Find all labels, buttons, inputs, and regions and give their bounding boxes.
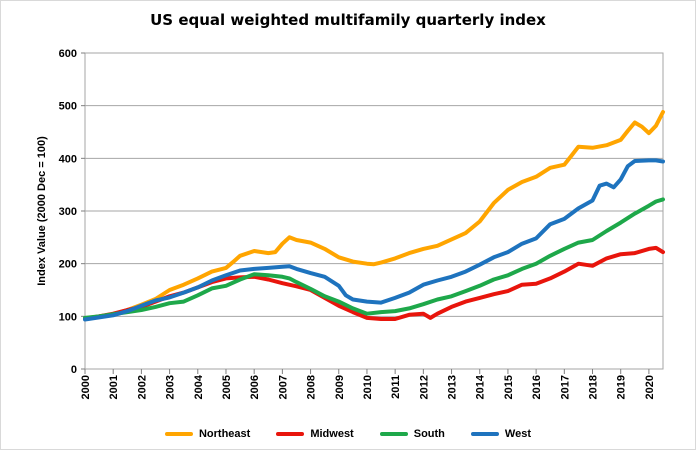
series-line-south bbox=[83, 197, 665, 320]
x-tick-label: 2007 bbox=[277, 375, 289, 399]
y-tick-label: 600 bbox=[59, 48, 77, 60]
x-tick-label: 2020 bbox=[644, 375, 656, 399]
x-tick-label: 2011 bbox=[390, 375, 402, 399]
chart-title: US equal weighted multifamily quarterly … bbox=[150, 11, 546, 29]
legend-swatch bbox=[379, 432, 408, 436]
axis-layer: 0 100 200 300 400 500 600 2000 2001 2002 2003 2004 2… bbox=[59, 48, 656, 399]
legend: Northeast Midwest South West bbox=[1, 425, 695, 443]
y-tick-label: 300 bbox=[59, 206, 77, 218]
x-tick-label: 2008 bbox=[306, 375, 318, 399]
y-tick-label: 100 bbox=[59, 311, 77, 323]
x-tick-label: 2014 bbox=[475, 374, 487, 399]
legend-item-midwest: Midwest bbox=[276, 425, 354, 443]
x-tick-label: 2015 bbox=[503, 375, 515, 399]
legend-item-northeast: Northeast bbox=[164, 425, 251, 443]
legend-item-south: South bbox=[379, 425, 445, 443]
series-line-west bbox=[83, 158, 665, 322]
y-tick-label: 400 bbox=[59, 153, 77, 165]
x-tick-label: 2001 bbox=[108, 375, 120, 399]
x-tick-label: 2019 bbox=[616, 375, 628, 399]
legend-label: Northeast bbox=[198, 428, 251, 440]
series-line-northeast bbox=[83, 110, 665, 321]
x-tick-label: 2018 bbox=[588, 375, 600, 399]
legend-label: Midwest bbox=[310, 428, 354, 440]
series-layer bbox=[83, 110, 665, 322]
legend-swatch bbox=[164, 432, 193, 436]
x-tick-label: 2010 bbox=[362, 375, 374, 399]
y-tick-label: 200 bbox=[59, 259, 77, 271]
y-tick-label: 0 bbox=[71, 364, 77, 376]
x-tick-label: 2012 bbox=[418, 375, 430, 399]
legend-swatch bbox=[276, 432, 305, 436]
legend-label: West bbox=[504, 428, 531, 440]
series-line-midwest bbox=[83, 245, 665, 321]
legend-item-west: West bbox=[470, 425, 531, 443]
x-tick-label: 2013 bbox=[447, 375, 459, 399]
x-tick-label: 2003 bbox=[165, 375, 177, 399]
x-tick-label: 2004 bbox=[193, 374, 205, 399]
x-tick-label: 2002 bbox=[136, 375, 148, 399]
legend-swatch bbox=[470, 432, 499, 436]
y-tick-label: 500 bbox=[59, 101, 77, 113]
x-tick-label: 2006 bbox=[249, 375, 261, 399]
y-axis-label: Index Value (2000 Dec = 100) bbox=[36, 136, 48, 286]
legend-label: South bbox=[413, 428, 445, 440]
x-tick-label: 2000 bbox=[80, 375, 92, 399]
x-tick-label: 2016 bbox=[531, 375, 543, 399]
x-tick-label: 2009 bbox=[334, 375, 346, 399]
x-tick-label: 2017 bbox=[559, 375, 571, 399]
x-tick-label: 2005 bbox=[221, 375, 233, 399]
